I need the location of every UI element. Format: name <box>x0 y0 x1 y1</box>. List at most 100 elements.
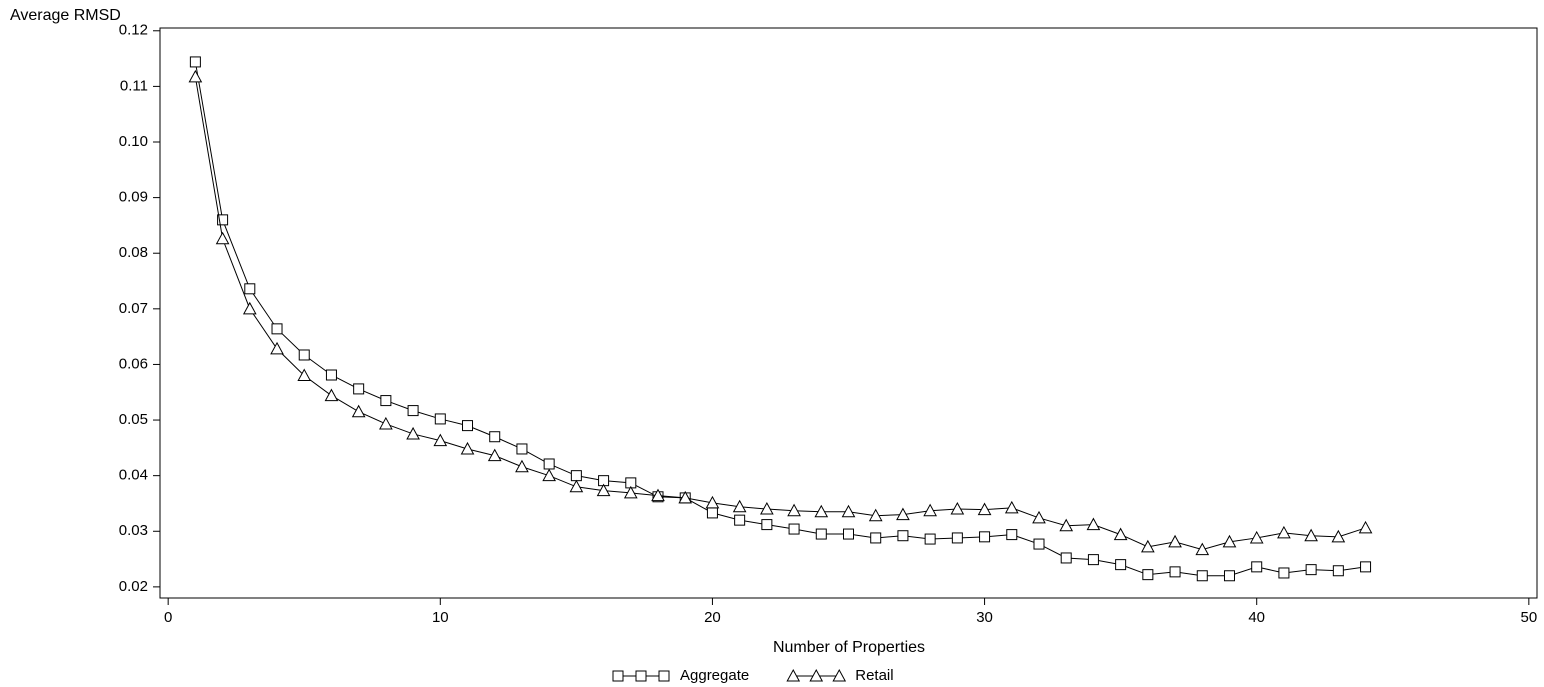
marker-triangle <box>1249 530 1264 544</box>
marker-square <box>1060 552 1072 564</box>
marker-triangle <box>460 441 475 455</box>
marker-triangle <box>487 448 502 462</box>
x-tick-label: 10 <box>432 609 449 626</box>
marker-square <box>217 214 229 226</box>
marker-square <box>407 405 419 417</box>
marker-triangle <box>1358 520 1373 534</box>
marker-square <box>979 531 991 543</box>
plot-frame <box>159 27 1538 599</box>
marker-triangle <box>809 668 824 682</box>
marker-triangle <box>1086 517 1101 531</box>
marker-square <box>761 519 773 531</box>
marker-triangle <box>841 504 856 518</box>
marker-triangle <box>351 404 366 418</box>
marker-triangle <box>297 368 312 382</box>
marker-triangle <box>1304 528 1318 542</box>
x-tick-label: 0 <box>164 609 172 626</box>
marker-triangle <box>542 468 556 482</box>
marker-triangle <box>814 504 829 518</box>
y-tick-label: 0.04 <box>119 467 148 484</box>
marker-square <box>244 283 256 295</box>
marker-square <box>1142 569 1154 581</box>
marker-square <box>189 56 201 68</box>
marker-square <box>1196 570 1208 582</box>
marker-square <box>734 514 746 526</box>
marker-triangle <box>569 479 584 493</box>
marker-square <box>325 369 337 381</box>
marker-square <box>298 349 310 361</box>
marker-triangle <box>433 433 448 447</box>
y-tick-label: 0.11 <box>120 77 148 94</box>
marker-triangle <box>896 507 910 521</box>
marker-square <box>380 395 392 407</box>
marker-square <box>434 413 446 425</box>
marker-square <box>788 523 800 535</box>
y-tick-label: 0.09 <box>119 189 148 206</box>
marker-square <box>924 533 936 545</box>
marker-square <box>897 530 909 542</box>
marker-triangle <box>406 426 420 440</box>
x-tick-label: 20 <box>704 609 721 626</box>
marker-triangle <box>215 231 230 245</box>
y-tick-label: 0.03 <box>119 522 148 539</box>
marker-triangle <box>1168 534 1182 548</box>
marker-triangle <box>950 501 965 515</box>
marker-square <box>843 528 854 540</box>
y-axis-title: Average RMSD <box>10 7 121 24</box>
x-tick-label: 30 <box>976 609 993 626</box>
marker-square <box>658 670 670 682</box>
marker-triangle <box>242 301 257 315</box>
y-tick-label: 0.06 <box>119 355 148 372</box>
marker-square <box>1033 538 1045 550</box>
marker-triangle <box>1004 500 1019 514</box>
marker-triangle <box>623 485 638 499</box>
marker-square <box>570 470 582 482</box>
legend-label: Aggregate <box>680 667 749 684</box>
marker-triangle <box>515 459 529 473</box>
marker-square <box>635 670 647 682</box>
marker-triangle <box>732 499 747 513</box>
marker-triangle <box>760 501 774 515</box>
marker-triangle <box>1331 529 1346 543</box>
marker-triangle <box>188 69 203 83</box>
x-axis-title: Number of Properties <box>773 639 925 656</box>
marker-triangle <box>868 508 883 522</box>
y-tick-label: 0.12 <box>119 22 148 39</box>
marker-square <box>706 507 718 519</box>
marker-triangle <box>832 668 847 682</box>
marker-square <box>951 532 963 544</box>
y-tick-label: 0.10 <box>119 133 148 150</box>
marker-triangle <box>1059 518 1074 532</box>
marker-square <box>353 383 365 395</box>
marker-triangle <box>705 495 720 509</box>
marker-triangle <box>324 388 339 402</box>
marker-square <box>612 670 624 682</box>
marker-square <box>1305 564 1317 576</box>
marker-triangle <box>379 416 393 430</box>
marker-square <box>516 443 528 455</box>
marker-triangle <box>923 503 937 517</box>
marker-square <box>1087 554 1099 566</box>
marker-square <box>1278 567 1290 579</box>
marker-triangle <box>1195 542 1210 556</box>
marker-square <box>1223 570 1235 582</box>
x-tick-label: 40 <box>1248 609 1265 626</box>
marker-square <box>462 420 474 432</box>
marker-triangle <box>1222 534 1237 548</box>
x-tick-label: 50 <box>1520 609 1537 626</box>
marker-triangle <box>678 490 693 504</box>
marker-square <box>1006 529 1018 541</box>
series-line <box>194 61 1366 577</box>
marker-square <box>489 431 501 443</box>
marker-square <box>543 458 555 470</box>
marker-triangle <box>1032 510 1046 524</box>
marker-square <box>1332 565 1344 577</box>
y-tick-label: 0.02 <box>119 578 148 595</box>
marker-square <box>1115 559 1127 571</box>
y-tick-label: 0.07 <box>119 300 148 317</box>
y-tick-label: 0.05 <box>119 411 148 428</box>
marker-square <box>870 532 882 544</box>
marker-triangle <box>1277 525 1291 539</box>
marker-triangle <box>651 488 665 502</box>
